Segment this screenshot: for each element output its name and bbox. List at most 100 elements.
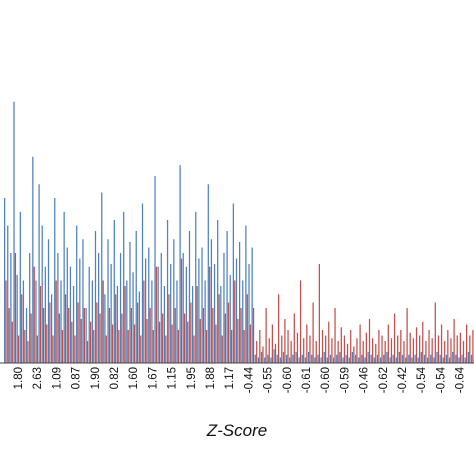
bar-series1-118 bbox=[373, 357, 375, 363]
bar-series2-37 bbox=[121, 313, 123, 363]
bar-series2-2 bbox=[11, 321, 13, 363]
bar-series2-106 bbox=[337, 341, 339, 363]
bar-series2-96 bbox=[306, 324, 308, 363]
bar-series1-42 bbox=[135, 231, 137, 363]
bar-series1-46 bbox=[148, 247, 150, 363]
x-tick-label: -0.42 bbox=[397, 367, 409, 393]
bar-series1-148 bbox=[467, 352, 469, 363]
bar-series1-116 bbox=[367, 352, 369, 363]
bar-series2-112 bbox=[356, 338, 358, 363]
bar-series2-132 bbox=[419, 335, 421, 363]
bar-series2-144 bbox=[456, 335, 458, 363]
bar-series2-82 bbox=[262, 346, 264, 363]
bar-series2-91 bbox=[290, 341, 292, 363]
bar-series1-41 bbox=[132, 272, 134, 363]
bar-series1-147 bbox=[464, 357, 466, 363]
bar-series2-72 bbox=[231, 330, 233, 363]
bar-series1-144 bbox=[455, 354, 457, 363]
x-tick-label: -0.60 bbox=[282, 367, 294, 393]
bar-series1-1 bbox=[7, 225, 9, 363]
x-tick-label: 1.67 bbox=[147, 367, 159, 389]
bar-series2-35 bbox=[115, 294, 117, 363]
bar-series2-89 bbox=[284, 319, 286, 363]
bar-series1-95 bbox=[301, 354, 303, 363]
x-tick-label: -0.59 bbox=[339, 367, 351, 393]
bar-series1-63 bbox=[201, 247, 203, 363]
bar-series2-14 bbox=[49, 302, 51, 363]
x-tick-label: 1.09 bbox=[51, 367, 63, 389]
bar-series2-30 bbox=[99, 313, 101, 363]
bar-series1-104 bbox=[329, 354, 332, 363]
bar-series2-88 bbox=[281, 335, 283, 363]
bar-series2-44 bbox=[143, 280, 145, 363]
bar-series2-3 bbox=[14, 253, 17, 363]
bar-series2-142 bbox=[450, 338, 452, 363]
x-tick-label: 1.90 bbox=[90, 367, 102, 389]
bar-series2-77 bbox=[246, 294, 248, 363]
bar-series2-26 bbox=[86, 341, 89, 363]
bar-series1-71 bbox=[226, 231, 228, 363]
bar-series2-1 bbox=[8, 308, 10, 363]
bar-series2-97 bbox=[309, 335, 311, 363]
bar-series1-120 bbox=[380, 357, 382, 363]
bar-series2-64 bbox=[205, 330, 208, 363]
bar-series1-122 bbox=[386, 352, 388, 363]
bar-series2-129 bbox=[409, 332, 411, 363]
bar-series2-70 bbox=[224, 313, 226, 363]
bar-series1-81 bbox=[257, 357, 260, 363]
bar-series1-124 bbox=[392, 354, 394, 363]
bar-series2-80 bbox=[256, 341, 258, 363]
bar-series2-138 bbox=[437, 335, 440, 363]
bar-series1-40 bbox=[129, 242, 131, 363]
bar-series1-69 bbox=[220, 286, 222, 363]
bar-series1-107 bbox=[339, 352, 341, 363]
bar-series2-56 bbox=[180, 258, 183, 363]
bar-series1-138 bbox=[436, 352, 438, 363]
bar-series1-136 bbox=[430, 354, 432, 363]
bar-series1-14 bbox=[47, 239, 50, 363]
bar-series2-76 bbox=[243, 330, 245, 363]
bar-series1-115 bbox=[364, 357, 366, 363]
bar-series1-54 bbox=[173, 239, 175, 363]
bar-series1-44 bbox=[141, 203, 144, 363]
bar-series2-140 bbox=[444, 341, 446, 363]
bar-series2-101 bbox=[321, 330, 324, 363]
bar-series1-142 bbox=[448, 357, 451, 363]
bar-series2-46 bbox=[149, 308, 151, 363]
bar-series2-16 bbox=[55, 280, 57, 363]
bar-series2-8 bbox=[30, 313, 32, 363]
bar-series2-73 bbox=[234, 280, 236, 363]
bar-series2-27 bbox=[90, 321, 92, 363]
bar-series2-68 bbox=[218, 294, 220, 363]
x-tick-labels: 1.80 2.63 1.09 0.87 1.90 0.82 1.60 1.67 1.15 1.95… bbox=[13, 366, 467, 393]
bar-series1-111 bbox=[351, 352, 354, 363]
bar-series1-77 bbox=[245, 225, 247, 363]
bar-series2-94 bbox=[299, 280, 302, 363]
bar-series1-135 bbox=[427, 357, 429, 363]
bar-series2-128 bbox=[406, 308, 408, 363]
bar-series1-125 bbox=[395, 357, 397, 363]
bar-series1-131 bbox=[414, 354, 416, 363]
bar-series1-45 bbox=[145, 258, 147, 363]
bar-series2-121 bbox=[384, 341, 386, 363]
bar-series1-98 bbox=[311, 354, 313, 363]
bar-series1-38 bbox=[123, 211, 125, 363]
bar-series1-128 bbox=[405, 357, 407, 363]
bar-series1-85 bbox=[270, 357, 272, 363]
bar-series2-78 bbox=[249, 324, 252, 363]
x-tick-label: -0.46 bbox=[359, 367, 371, 393]
bar-series2-86 bbox=[274, 343, 277, 363]
bar-series1-18 bbox=[60, 280, 62, 363]
bar-series2-17 bbox=[58, 313, 60, 363]
bar-series2-59 bbox=[190, 302, 192, 363]
bar-series1-49 bbox=[157, 266, 159, 363]
bar-series2-141 bbox=[447, 330, 449, 363]
bar-series1-91 bbox=[289, 357, 291, 363]
bar-series1-103 bbox=[326, 357, 328, 363]
bar-series2-147 bbox=[466, 324, 468, 363]
bar-series2-107 bbox=[340, 327, 342, 363]
bar-series1-35 bbox=[113, 220, 115, 363]
bars-group bbox=[4, 101, 474, 363]
bar-series2-0 bbox=[5, 280, 7, 363]
